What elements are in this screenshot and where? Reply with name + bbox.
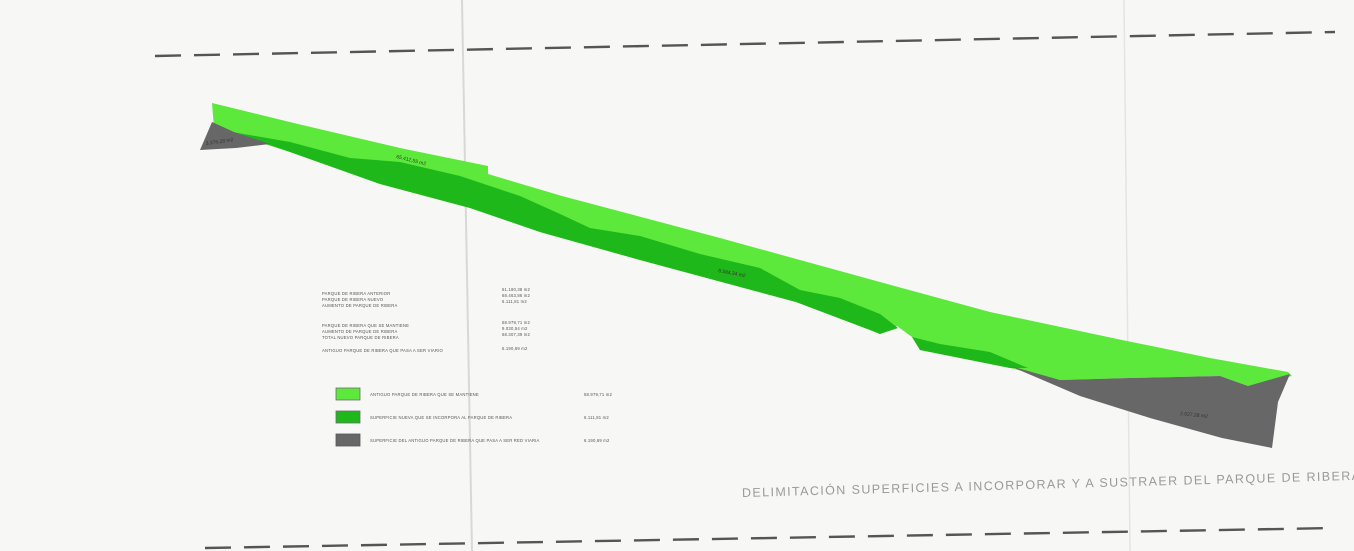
road-surface-west (200, 122, 270, 150)
table-row-label: ANTIGUO PARQUE DE RIBERA QUE PASA A SER … (322, 348, 444, 353)
table-row-label: PARQUE DE RIBERA NUEVO (322, 297, 384, 302)
legend-value: 6.111,81 m2 (584, 415, 609, 420)
park-strip-new-surface (232, 132, 898, 334)
area-summary-table: PARQUE DE RIBERA ANTERIOR 61.180,38 m2 P… (322, 287, 530, 353)
legend-swatch-road (335, 433, 361, 447)
legend-label: SUPERFICIE DEL ANTIGUO PARQUE DE RIBERA … (370, 438, 540, 443)
table-row-label: AUMENTO DE PARQUE DE RIBERA (322, 303, 398, 308)
area-label-west: 3.376,28 m2 (205, 137, 234, 147)
park-strip-new-surface (912, 337, 1028, 368)
dashed-border-bottom (204, 526, 1336, 550)
legend-value: 58.979,71 m2 (584, 392, 612, 397)
table-row-label: PARQUE DE RIBERA ANTERIOR (322, 291, 390, 296)
legend-swatch-maintained (335, 387, 361, 401)
legend-label: ANTIGUO PARQUE DE RIBERA QUE SE MANTIENE (370, 392, 479, 397)
table-row-value: 68.463,86 m2 (502, 293, 530, 298)
table-row-value: 6.190,69 m2 (502, 346, 528, 351)
legend-label: SUPERFICIE NUEVA QUE SE INCORPORA AL PAR… (370, 415, 512, 420)
table-row-label: PARQUE DE RIBERA QUE SE MANTIENE (322, 323, 409, 328)
paper-fold (461, 0, 473, 551)
table-row-value: 68.307,39 m2 (502, 332, 530, 337)
table-row-label: AUMENTO DE PARQUE DE RIBERA (322, 329, 398, 334)
table-row-value: 9.030,54 m2 (502, 326, 528, 331)
table-row-value: 6.111,81 m2 (502, 299, 527, 304)
table-row-value: 61.180,38 m2 (502, 287, 530, 292)
legend: ANTIGUO PARQUE DE RIBERA QUE SE MANTIENE… (335, 387, 612, 447)
park-strip-maintained (212, 103, 1292, 386)
road-surface-east (1010, 366, 1290, 448)
legend-swatch-new-surface (335, 410, 361, 424)
table-row-value: 58.979,71 m2 (502, 320, 530, 325)
legend-value: 6.190,69 m2 (584, 438, 610, 443)
dashed-border-top (154, 30, 1336, 58)
area-label-east: 2.627,28 m2 (1180, 411, 1208, 420)
paper-fold (1123, 0, 1131, 551)
area-label-center: 8.584,34 m2 (718, 268, 747, 279)
table-row-label: TOTAL NUEVO PARQUE DE RIBERA (322, 335, 399, 340)
